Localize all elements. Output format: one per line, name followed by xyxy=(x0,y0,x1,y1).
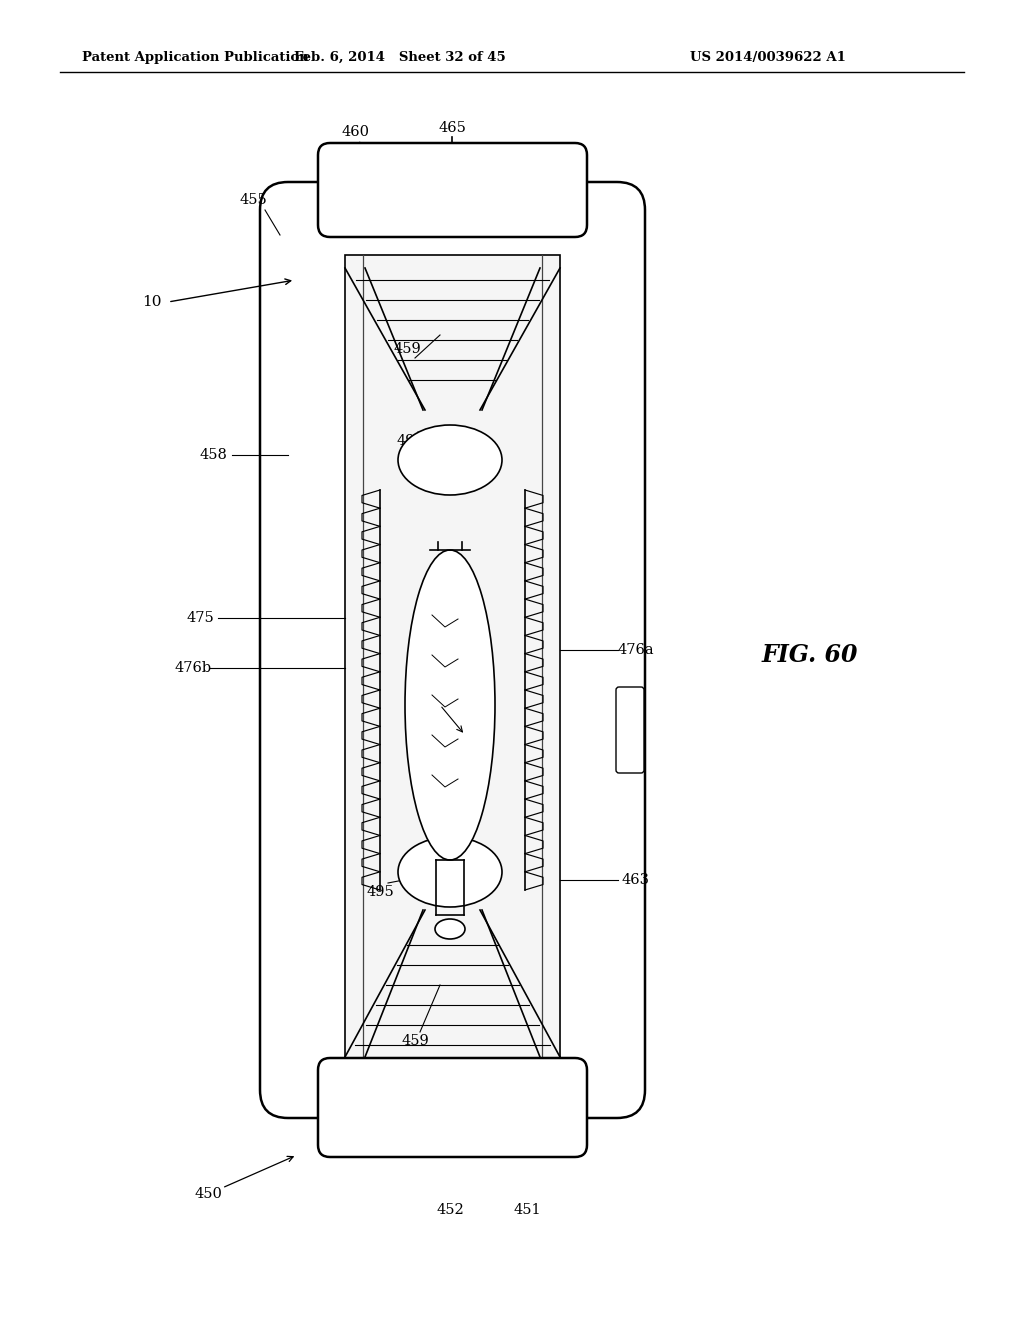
Text: 458: 458 xyxy=(199,447,227,462)
FancyBboxPatch shape xyxy=(345,255,560,1065)
Text: 495: 495 xyxy=(396,434,424,447)
Text: 451: 451 xyxy=(513,1203,541,1217)
FancyBboxPatch shape xyxy=(318,1059,587,1158)
Text: 520  500: 520 500 xyxy=(420,638,480,652)
FancyBboxPatch shape xyxy=(318,143,587,238)
Text: 459: 459 xyxy=(401,1034,429,1048)
Text: 459: 459 xyxy=(393,342,421,356)
Ellipse shape xyxy=(406,550,495,861)
Text: 460: 460 xyxy=(341,125,369,139)
Ellipse shape xyxy=(398,425,502,495)
Ellipse shape xyxy=(398,837,502,907)
Text: US 2014/0039622 A1: US 2014/0039622 A1 xyxy=(690,50,846,63)
Text: 476a: 476a xyxy=(617,643,654,657)
Text: 450: 450 xyxy=(195,1187,222,1201)
Text: 10: 10 xyxy=(142,294,162,309)
Text: 463: 463 xyxy=(622,873,650,887)
Ellipse shape xyxy=(435,919,465,939)
Text: 476b: 476b xyxy=(174,661,212,675)
Text: Patent Application Publication: Patent Application Publication xyxy=(82,50,309,63)
Text: 455: 455 xyxy=(240,193,267,207)
FancyBboxPatch shape xyxy=(616,686,644,774)
Text: 452: 452 xyxy=(436,1203,464,1217)
Text: Feb. 6, 2014   Sheet 32 of 45: Feb. 6, 2014 Sheet 32 of 45 xyxy=(294,50,506,63)
Text: 475: 475 xyxy=(186,611,214,624)
FancyBboxPatch shape xyxy=(260,182,645,1118)
Text: FIG. 60: FIG. 60 xyxy=(762,643,858,667)
Text: 495: 495 xyxy=(367,884,394,899)
Text: 465: 465 xyxy=(438,121,466,135)
